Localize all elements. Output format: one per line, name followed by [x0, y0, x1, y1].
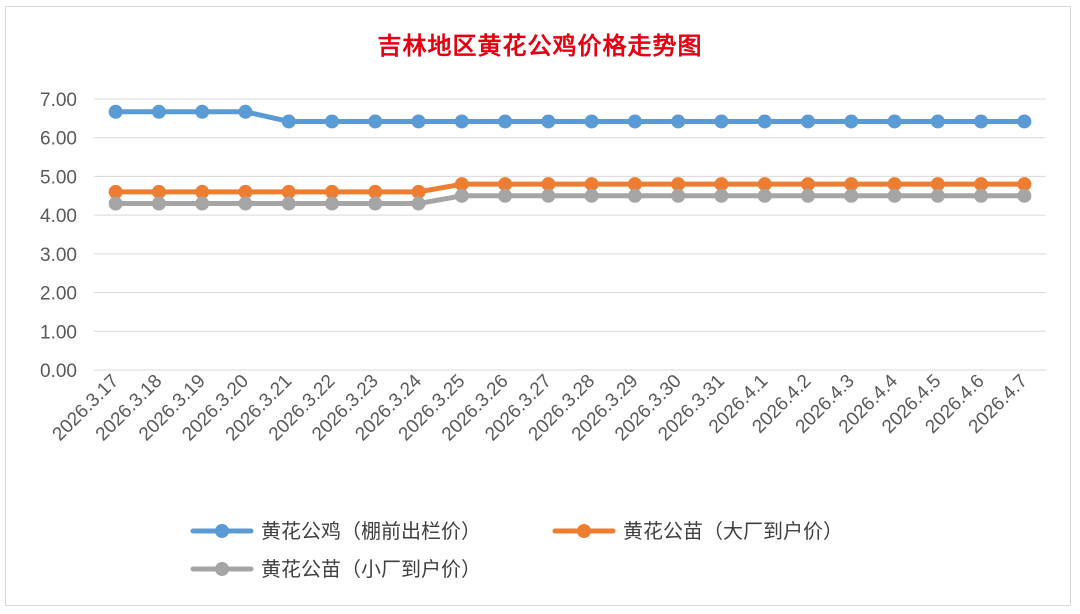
data-point	[627, 188, 642, 203]
data-point	[714, 177, 729, 192]
data-point	[714, 188, 729, 203]
data-point	[454, 188, 469, 203]
data-point	[195, 104, 210, 119]
data-point	[974, 177, 989, 192]
y-tick-label: 5.00	[40, 167, 77, 188]
data-point	[844, 114, 859, 129]
data-point	[108, 196, 123, 211]
data-point	[454, 177, 469, 192]
data-point	[325, 114, 339, 129]
data-point	[238, 196, 253, 211]
y-tick-label: 6.00	[40, 129, 77, 150]
data-point	[671, 188, 686, 203]
data-point	[195, 184, 210, 199]
data-point	[887, 188, 902, 203]
y-tick-label: 7.00	[40, 90, 77, 111]
data-point	[671, 177, 686, 192]
data-point	[844, 177, 859, 192]
legend-label: 黄花公苗（小厂到户价）	[261, 557, 481, 581]
data-point	[1017, 177, 1032, 192]
data-point	[757, 114, 772, 129]
data-point	[757, 188, 772, 203]
series-line	[113, 109, 1027, 124]
data-point	[151, 184, 166, 199]
data-point	[498, 188, 513, 203]
data-point	[801, 177, 815, 192]
legend-item: 黄花公鸡（棚前出栏价）	[190, 519, 481, 543]
y-tick-label: 3.00	[40, 245, 77, 266]
x-axis-ticks: 2026.3.172026.3.182026.3.192026.3.202026…	[49, 370, 1032, 445]
legend-marker	[215, 562, 229, 576]
series-2	[108, 177, 1032, 199]
data-point	[108, 184, 123, 199]
legend-label: 黄花公鸡（棚前出栏价）	[261, 519, 481, 543]
data-point	[974, 114, 989, 129]
data-point	[714, 114, 729, 129]
data-point	[411, 114, 426, 129]
data-point	[1017, 114, 1032, 129]
series-line	[113, 181, 1027, 195]
data-point	[887, 177, 902, 192]
data-point	[368, 196, 383, 211]
data-point	[281, 196, 296, 211]
legend-item: 黄花公苗（大厂到户价）	[552, 519, 843, 543]
data-point	[151, 104, 166, 119]
series-line	[113, 193, 1027, 207]
data-point	[454, 114, 469, 129]
data-point	[108, 104, 123, 119]
y-axis-ticks: 0.00 1.00 2.00 3.00 4.00 5.00 6.00 7.00	[40, 90, 77, 382]
legend-marker	[577, 524, 591, 538]
data-point	[930, 188, 945, 203]
data-point	[627, 177, 642, 192]
data-point	[195, 196, 210, 211]
y-tick-label: 0.00	[40, 361, 77, 382]
data-point	[930, 177, 945, 192]
data-point	[584, 114, 599, 129]
data-point	[671, 114, 686, 129]
data-point	[541, 114, 556, 129]
legend-label: 黄花公苗（大厂到户价）	[623, 519, 843, 543]
legend-item: 黄花公苗（小厂到户价）	[190, 557, 481, 581]
y-tick-label: 2.00	[40, 284, 77, 305]
data-point	[584, 177, 599, 192]
data-point	[281, 184, 296, 199]
series-3	[108, 188, 1032, 211]
data-point	[757, 177, 772, 192]
y-tick-label: 1.00	[40, 322, 77, 343]
data-point	[498, 114, 513, 129]
data-point	[368, 114, 383, 129]
legend-marker	[215, 524, 229, 538]
legend: 黄花公鸡（棚前出栏价） 黄花公苗（大厂到户价） 黄花公苗（小厂到户价）	[190, 519, 843, 581]
data-point	[498, 177, 513, 192]
data-point	[627, 114, 642, 129]
chart-frame	[5, 6, 1071, 606]
series-1	[108, 104, 1032, 129]
chart-title: 吉林地区黄花公鸡价格走势图	[377, 31, 703, 60]
data-point	[411, 184, 426, 199]
y-tick-label: 4.00	[40, 206, 77, 227]
data-point	[887, 114, 902, 129]
data-point	[584, 188, 599, 203]
data-point	[281, 114, 296, 129]
data-point	[325, 196, 339, 211]
data-point	[238, 184, 253, 199]
data-point	[974, 188, 989, 203]
data-point	[325, 184, 339, 199]
data-point	[844, 188, 859, 203]
series-layer	[108, 104, 1032, 211]
data-point	[930, 114, 945, 129]
data-point	[541, 188, 556, 203]
data-point	[151, 196, 166, 211]
data-point	[801, 114, 815, 129]
gridlines	[94, 98, 1046, 371]
data-point	[541, 177, 556, 192]
data-point	[801, 188, 815, 203]
data-point	[368, 184, 383, 199]
data-point	[238, 104, 253, 119]
data-point	[1017, 188, 1032, 203]
data-point	[411, 196, 426, 211]
